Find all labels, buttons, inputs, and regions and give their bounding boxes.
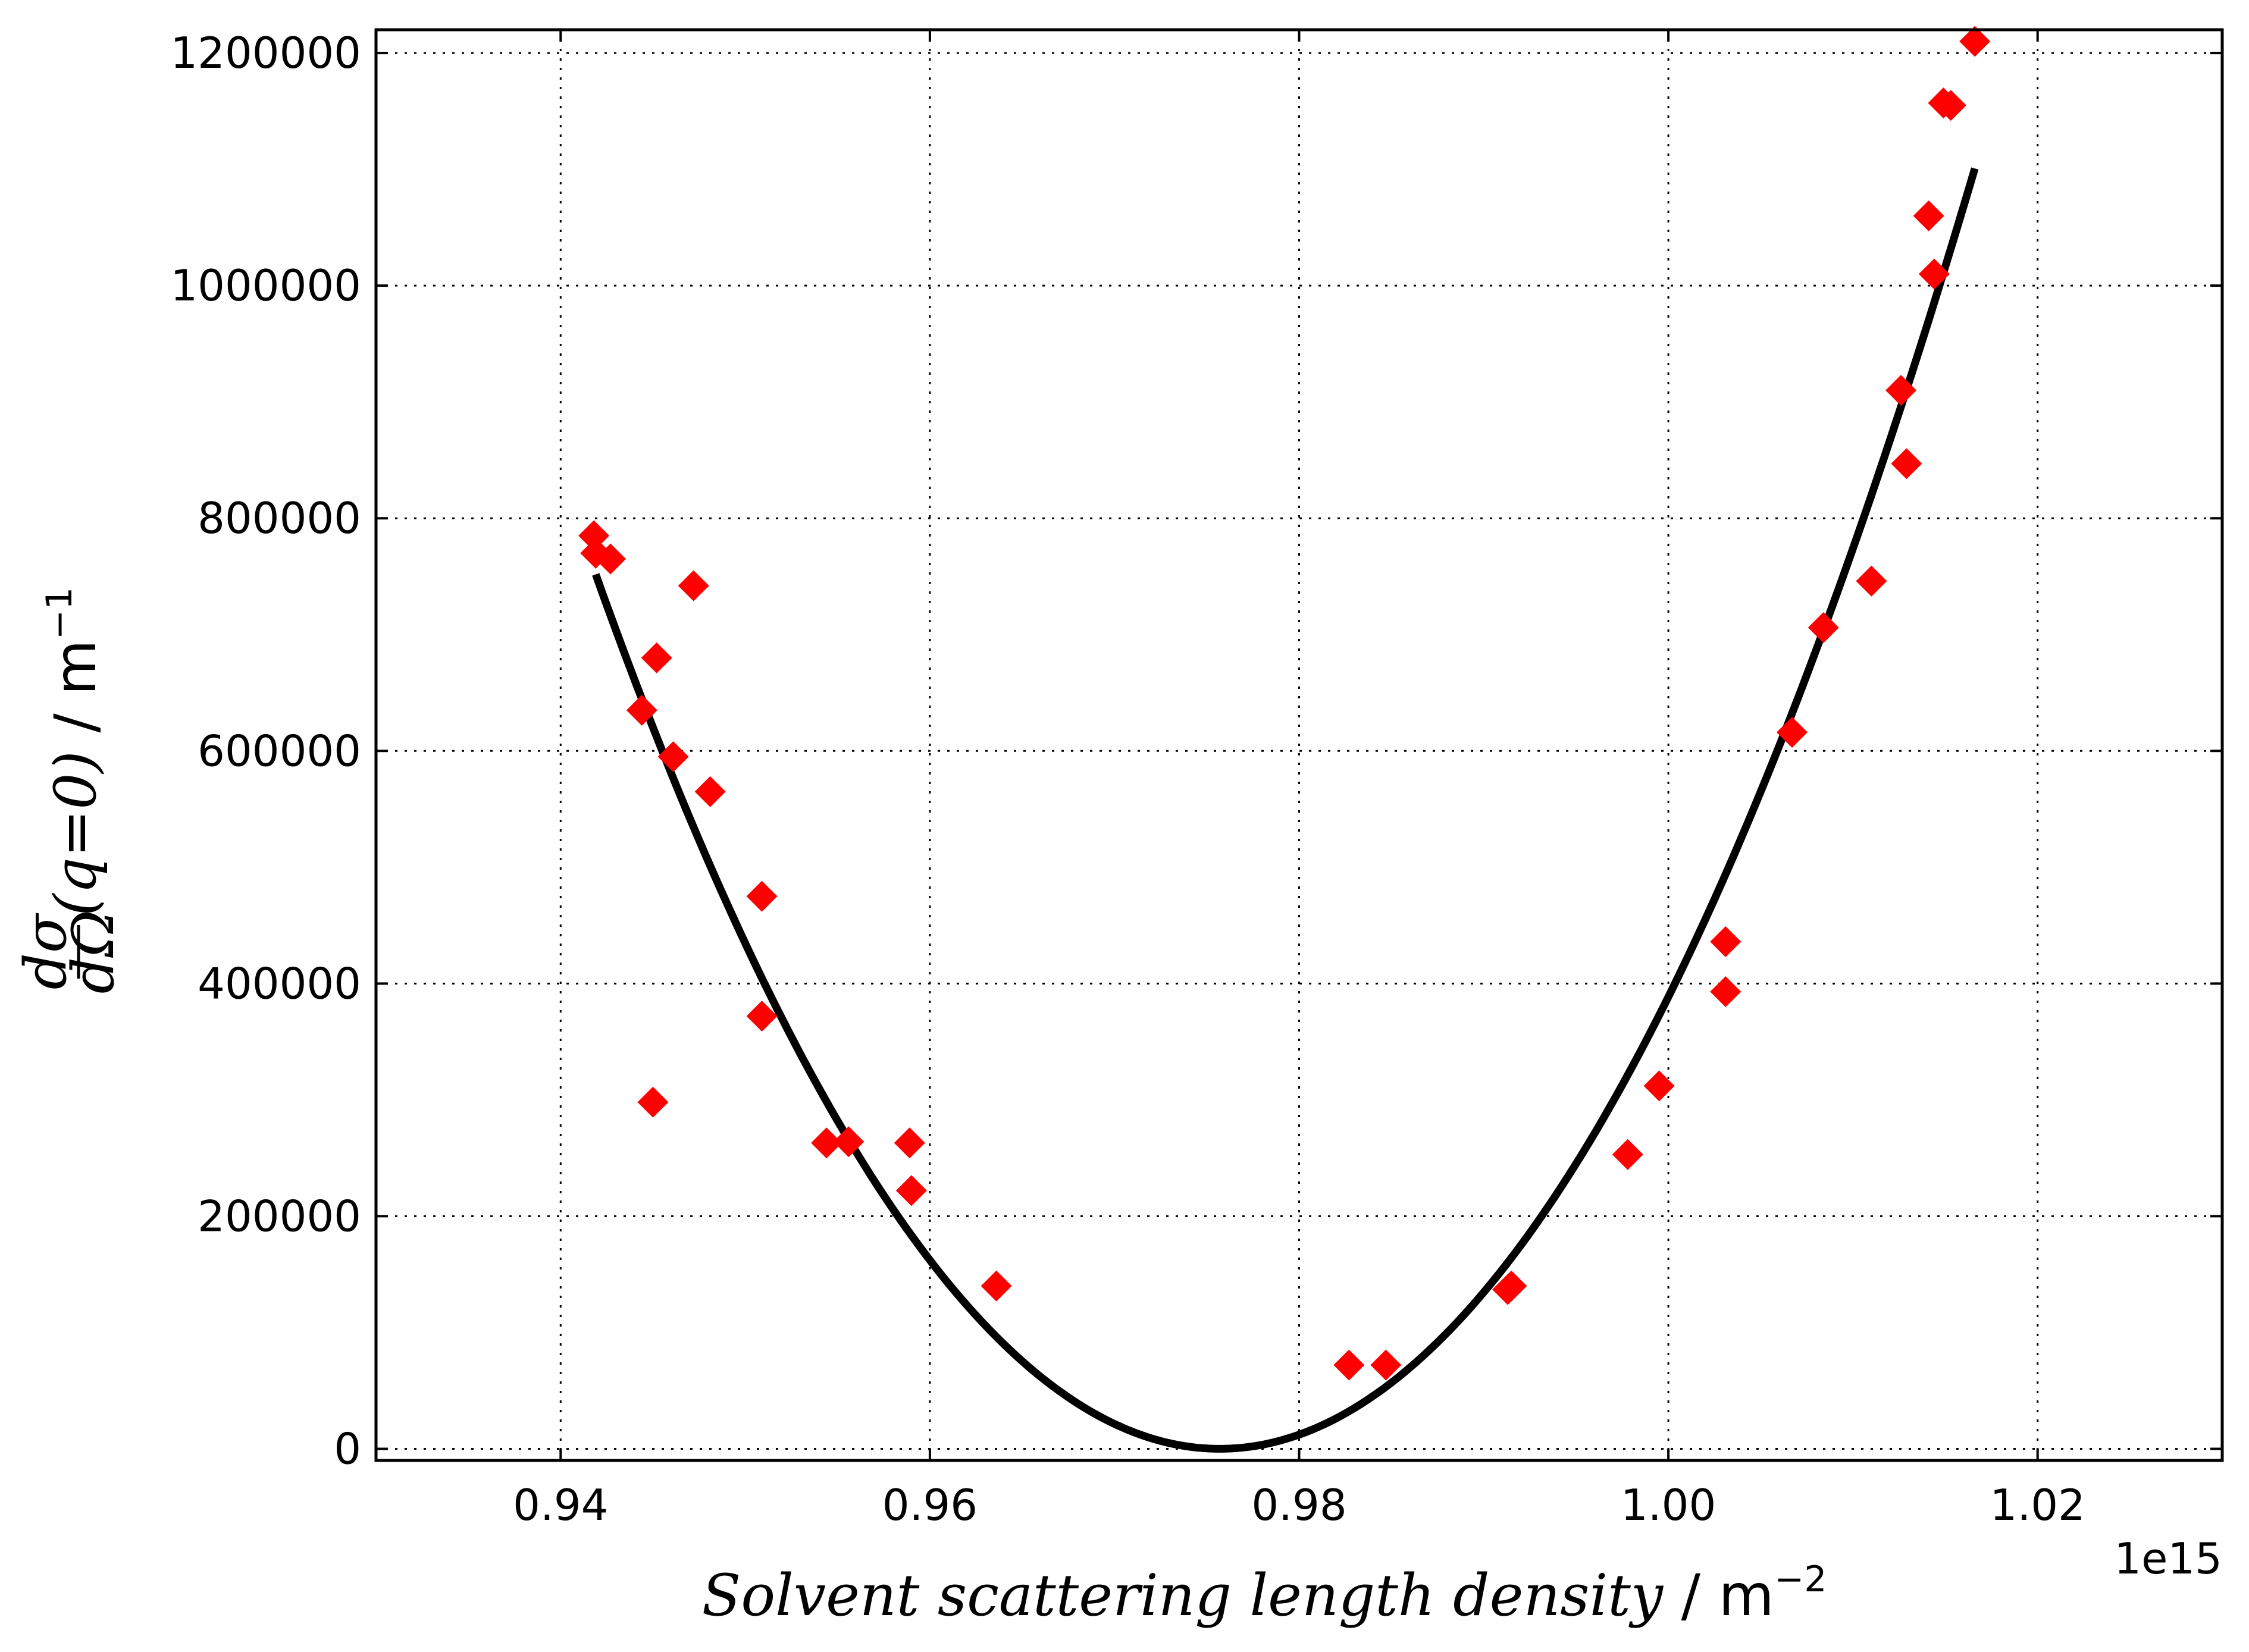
data-point <box>1710 976 1741 1008</box>
data-point <box>746 1001 778 1032</box>
y-axis-label-exponent: −1 <box>39 587 80 640</box>
y-tick-label: 0 <box>334 1424 361 1474</box>
fit-curve <box>592 167 1979 1453</box>
y-tick-label: 400000 <box>198 958 361 1008</box>
y-axis-label-unit: / m <box>42 640 109 732</box>
data-point <box>694 776 726 807</box>
data-point <box>894 1127 925 1159</box>
x-tick-label: 1.02 <box>1990 1480 2085 1530</box>
y-tick-label: 1000000 <box>170 261 361 311</box>
data-point <box>1918 258 1950 290</box>
data-point <box>1643 1070 1675 1102</box>
data-point <box>678 570 709 601</box>
y-axis-label: dσ dΩ (q=0) / m−1 <box>12 587 127 994</box>
data-point <box>1612 1139 1643 1170</box>
data-point <box>981 1270 1012 1302</box>
y-tick-label: 1200000 <box>170 28 361 78</box>
ticks: 0.94 0.96 0.98 1.00 1.02 0 200000 400000 600000 8… <box>170 28 2222 1530</box>
data-point <box>595 543 627 575</box>
x-axis-label-unit: / m <box>1681 1562 1774 1629</box>
y-tick-label: 200000 <box>198 1191 361 1241</box>
data-point <box>641 642 672 673</box>
grid-lines <box>376 30 2222 1460</box>
data-point <box>578 520 610 551</box>
x-axis-label-exponent: −2 <box>1774 1559 1827 1600</box>
data-point <box>1891 448 1922 479</box>
data-point <box>626 694 657 726</box>
data-point <box>811 1127 842 1159</box>
data-point <box>1935 90 1966 121</box>
x-tick-label: 0.96 <box>882 1480 978 1530</box>
plot-area <box>578 26 1991 1453</box>
data-point <box>1856 565 1887 597</box>
data-point <box>833 1126 864 1158</box>
data-point <box>895 1175 927 1206</box>
y-axis-fraction-denominator: dΩ <box>60 910 127 993</box>
x-axis-label-text: Solvent scattering length density <box>702 1562 1664 1629</box>
y-axis-fraction-numerator: dσ <box>12 913 79 989</box>
x-offset-label: 1e15 <box>2114 1534 2222 1584</box>
data-point <box>1808 612 1839 644</box>
y-tick-label: 800000 <box>198 493 361 543</box>
data-point <box>1777 716 1808 748</box>
y-axis-label-text: (q=0) / m−1 <box>39 587 109 916</box>
data-point <box>1913 200 1944 231</box>
data-point <box>637 1086 669 1118</box>
data-point <box>657 741 689 773</box>
data-point <box>1370 1349 1402 1381</box>
data-point <box>1333 1349 1365 1381</box>
x-tick-label: 1.00 <box>1621 1480 1716 1530</box>
data-point <box>1885 375 1917 406</box>
y-tick-label: 600000 <box>198 726 361 776</box>
x-tick-label: 0.98 <box>1251 1480 1346 1530</box>
data-point <box>1496 1270 1527 1302</box>
data-point <box>746 880 778 912</box>
data-point <box>1959 26 1991 57</box>
x-tick-label: 0.94 <box>513 1480 608 1530</box>
data-point <box>1710 926 1741 957</box>
x-axis-label: Solvent scattering length density / m−2 <box>702 1559 1827 1629</box>
